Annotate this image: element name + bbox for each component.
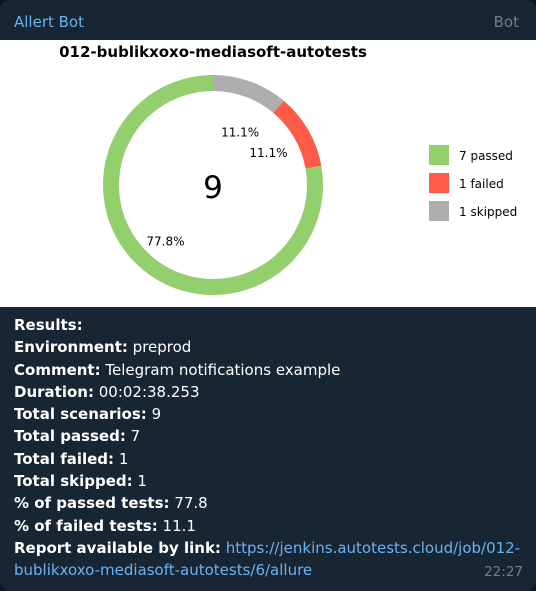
report-text: Results: Environment: preprod Comment: Te…: [14, 314, 526, 582]
report-line-value: 77.8: [174, 494, 208, 513]
chart-title: 012-bublikxoxo-mediasoft-autotests: [59, 43, 367, 61]
center-total: 9: [203, 170, 223, 206]
report-line-value: preprod: [132, 338, 192, 357]
report-line-label: % of passed tests:: [14, 494, 170, 513]
bot-badge: Bot: [493, 13, 519, 31]
report-line-value: 7: [130, 427, 141, 446]
legend-swatch-failed: [429, 173, 449, 193]
report-chart-image[interactable]: 012-bublikxoxo-mediasoft-autotests 11.1%…: [0, 40, 536, 307]
slice-skipped: [213, 75, 284, 113]
percent-label-failed: 11.1%: [249, 146, 287, 160]
slice-failed: [273, 100, 322, 169]
report-line: Comment: Telegram notifications example: [14, 359, 526, 381]
report-line: Environment: preprod: [14, 336, 526, 358]
sender-name[interactable]: Allert Bot: [14, 13, 84, 31]
legend-swatch-skipped: [429, 201, 449, 221]
report-line: Total failed: 1: [14, 448, 526, 470]
report-line-label: Duration:: [14, 382, 94, 401]
report-line: Total scenarios: 9: [14, 403, 526, 425]
legend-entry-failed: 1 failed: [459, 177, 504, 191]
legend-swatch-passed: [429, 145, 449, 165]
report-line-label: Environment:: [14, 338, 128, 357]
legend-entry-skipped: 1 skipped: [459, 205, 517, 219]
report-line-value: 1: [118, 449, 129, 468]
report-line-value: Telegram notifications example: [105, 360, 341, 379]
report-line: % of failed tests: 11.1: [14, 515, 526, 537]
report-line: Total skipped: 1: [14, 470, 526, 492]
message-time: 22:27: [484, 564, 523, 580]
report-line-label: % of failed tests:: [14, 516, 158, 535]
report-link-line: Report available by link: https://jenkin…: [14, 537, 526, 582]
donut-chart: 012-bublikxoxo-mediasoft-autotests 11.1%…: [59, 43, 517, 295]
report-line-value: 9: [151, 405, 162, 424]
report-line: Duration: 00:02:38.253: [14, 381, 526, 403]
report-line-value: 00:02:38.253: [98, 382, 200, 401]
report-line: % of passed tests: 77.8: [14, 492, 526, 514]
report-line-label: Total failed:: [14, 449, 115, 468]
legend-entry-passed: 7 passed: [459, 149, 513, 163]
percent-label-skipped: 11.1%: [221, 125, 259, 139]
results-heading: Results:: [14, 316, 83, 334]
report-line-value: 11.1: [162, 516, 196, 535]
percent-label-passed: 77.8%: [146, 235, 184, 249]
report-line-label: Total passed:: [14, 427, 126, 446]
report-line-label: Total scenarios:: [14, 405, 147, 424]
report-line-label: Comment:: [14, 360, 101, 379]
link-label: Report available by link:: [14, 538, 221, 557]
report-line: Total passed: 7: [14, 425, 526, 447]
report-link[interactable]: https://jenkins.autotests.cloud/job/012-…: [14, 538, 521, 580]
report-line-label: Total skipped:: [14, 472, 133, 491]
report-line-value: 1: [137, 472, 147, 491]
